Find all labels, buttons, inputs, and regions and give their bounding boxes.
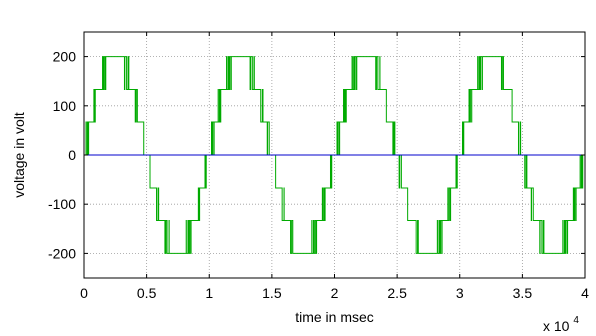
x-axis-multiplier-base: x 10 — [543, 318, 570, 334]
x-axis: 0 0.5 1 1.5 2 2.5 3 3.5 4 — [80, 32, 589, 301]
y-tick-label: -200 — [48, 245, 76, 261]
x-tick-label: 2 — [331, 285, 339, 301]
series-layer — [84, 56, 585, 254]
x-axis-title: time in msec — [295, 309, 374, 325]
y-tick-label: -100 — [48, 196, 76, 212]
y-axis-title: voltage in volt — [11, 112, 27, 198]
x-tick-label: 2.5 — [387, 285, 407, 301]
x-tick-label: 4 — [581, 285, 589, 301]
x-tick-label: 1.5 — [262, 285, 282, 301]
x-axis-multiplier-exponent: 4 — [573, 315, 579, 326]
x-tick-label: 1 — [205, 285, 213, 301]
x-tick-label: 0 — [80, 285, 88, 301]
x-axis-multiplier: x 10 4 — [543, 315, 579, 334]
y-tick-label: 200 — [53, 49, 77, 65]
y-axis: 200 100 0 -100 -200 — [48, 49, 585, 261]
x-tick-label: 0.5 — [137, 285, 157, 301]
y-tick-label: 100 — [53, 98, 77, 114]
x-tick-label: 3 — [456, 285, 464, 301]
x-tick-label: 3.5 — [513, 285, 533, 301]
y-tick-label: 0 — [68, 147, 76, 163]
